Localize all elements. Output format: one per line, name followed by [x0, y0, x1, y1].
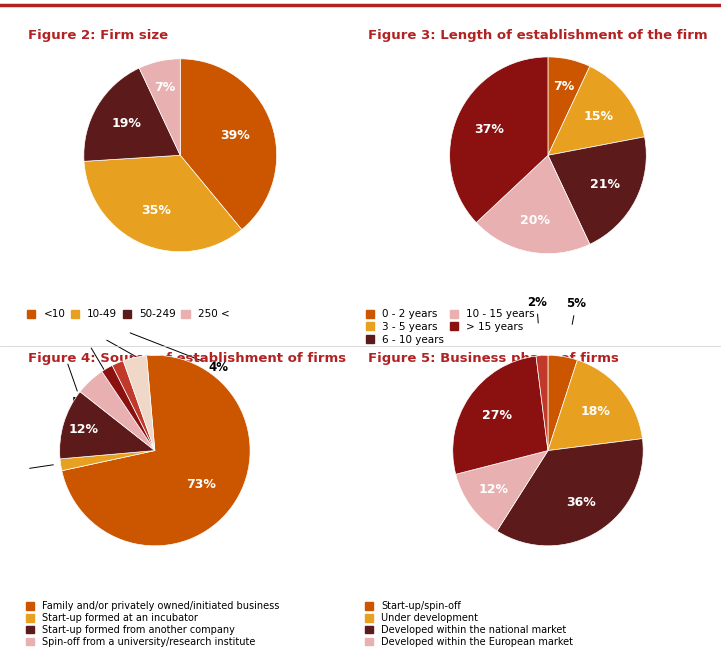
Text: 5%: 5%: [68, 364, 92, 410]
Legend: <10, 10-49, 50-249, 250 <: <10, 10-49, 50-249, 250 <: [27, 309, 229, 320]
Legend: Start-up/spin-off, Under development, Developed within the national market, Deve: Start-up/spin-off, Under development, De…: [366, 601, 573, 647]
Text: 2%: 2%: [91, 348, 123, 391]
Legend: Family and/or privately owned/initiated business, Start-up formed at an incubato: Family and/or privately owned/initiated …: [27, 601, 280, 647]
Text: Figure 2: Firm size: Figure 2: Firm size: [28, 29, 168, 42]
Text: 2%: 2%: [527, 296, 547, 323]
Text: 2%: 2%: [107, 340, 165, 374]
Text: 2%: 2%: [30, 456, 79, 469]
Text: Figure 3: Length of establishment of the firm: Figure 3: Length of establishment of the…: [368, 29, 707, 42]
Text: Figure 4: Source of establishment of firms: Figure 4: Source of establishment of fir…: [28, 353, 346, 366]
Text: Figure 5: Business phase of firms: Figure 5: Business phase of firms: [368, 353, 619, 366]
Text: 4%: 4%: [130, 333, 229, 374]
Text: 5%: 5%: [566, 297, 586, 324]
Legend: 0 - 2 years, 3 - 5 years, 6 - 10 years, 10 - 15 years, > 15 years: 0 - 2 years, 3 - 5 years, 6 - 10 years, …: [366, 309, 535, 344]
